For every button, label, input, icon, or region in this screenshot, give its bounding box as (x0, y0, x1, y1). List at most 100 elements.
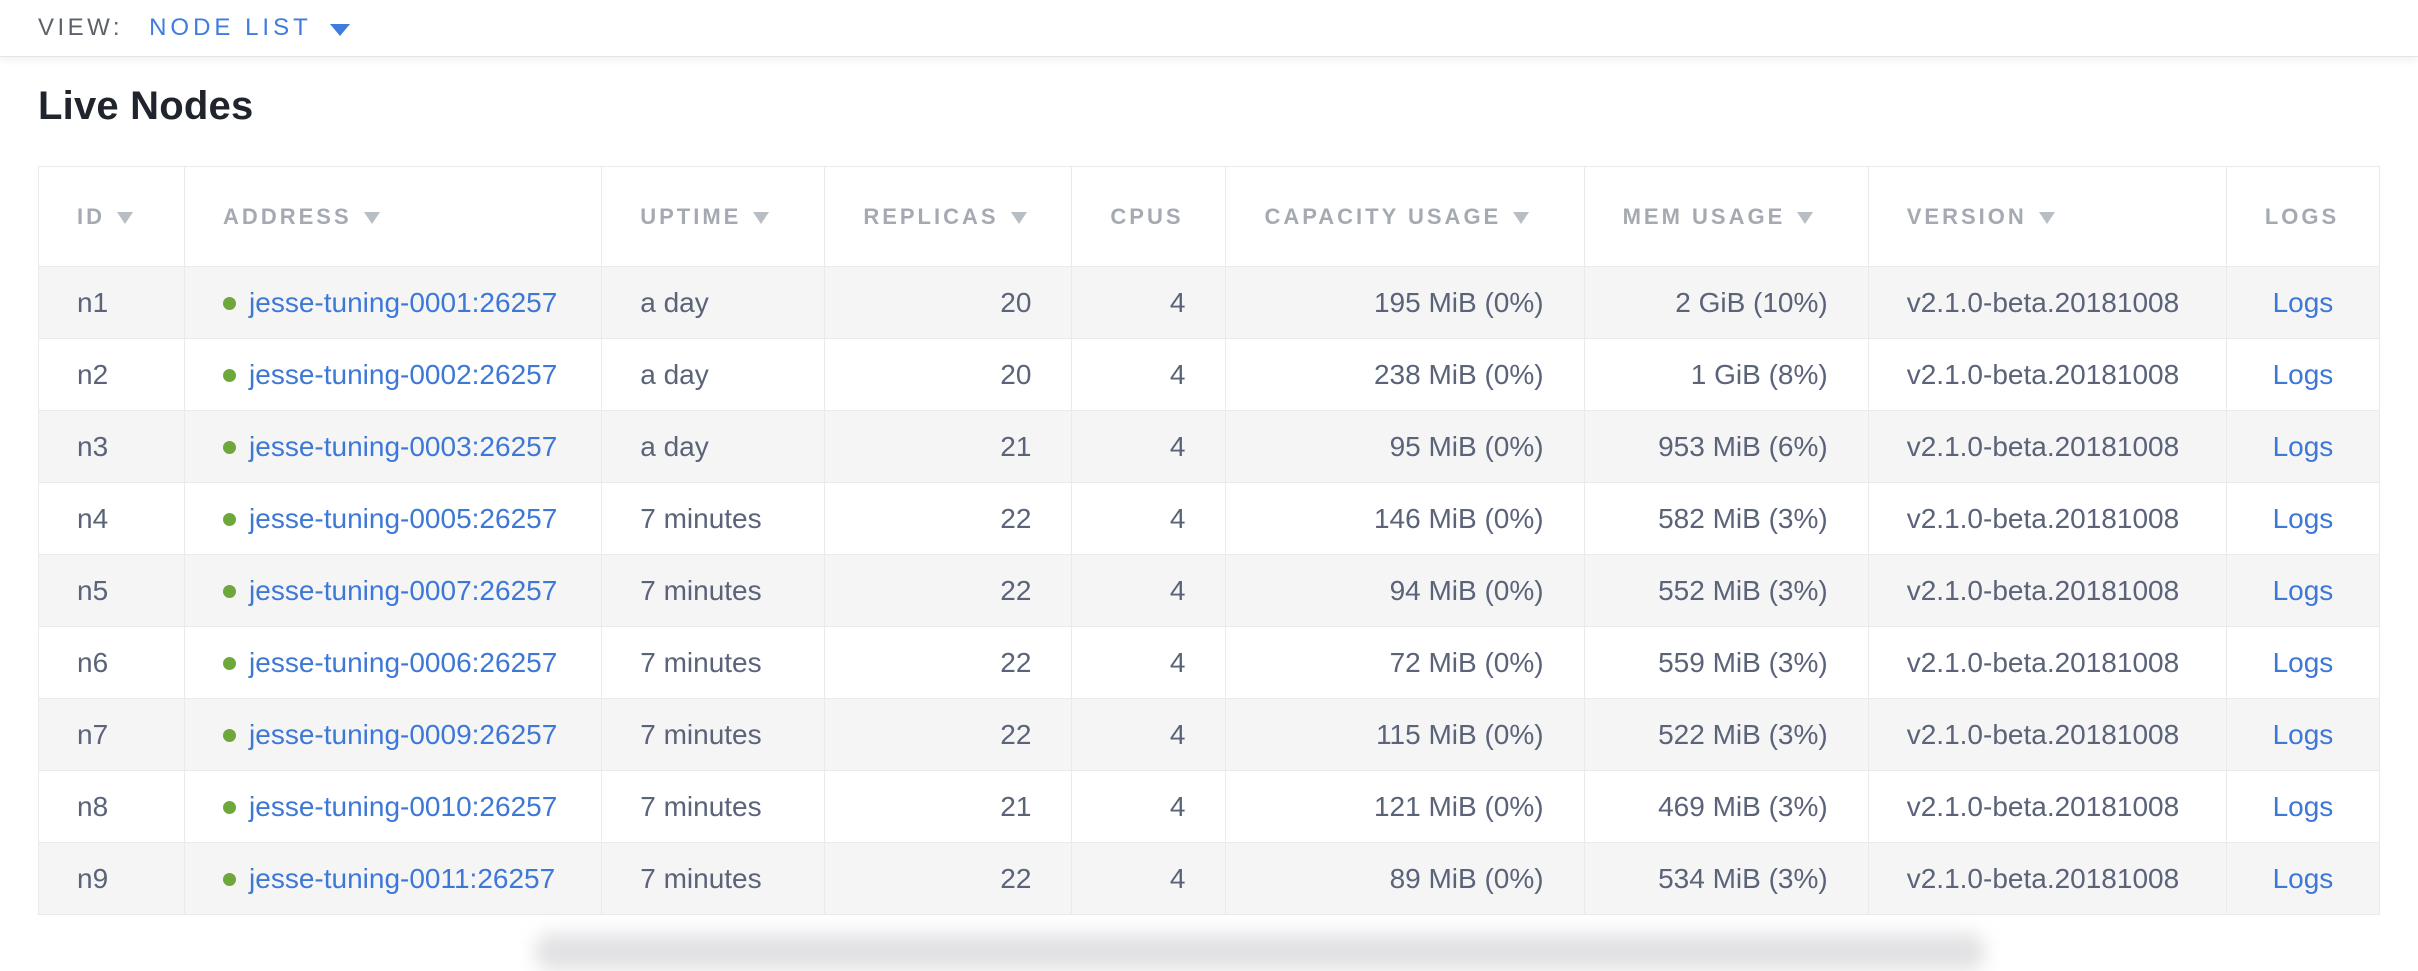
cell-logs: Logs (2225, 266, 2381, 339)
cell-capacity_usage: 121 MiB (0%) (1225, 770, 1585, 843)
cell-version: v2.1.0-beta.20181008 (1867, 482, 2227, 555)
column-header-capacity_usage[interactable]: CAPACITY USAGE (1225, 166, 1585, 267)
cell-version: v2.1.0-beta.20181008 (1867, 698, 2227, 771)
cell-address: jesse-tuning-0007:26257 (184, 554, 603, 627)
logs-link[interactable]: Logs (2272, 358, 2334, 390)
table-row: n2 jesse-tuning-0002:26257 a day 20 4 238 MiB… (37, 338, 2381, 411)
cell-value: a day (640, 286, 709, 318)
cell-value: v2.1.0-beta.20181008 (1906, 430, 2180, 462)
node-live-status-icon (223, 584, 237, 598)
cell-uptime: a day (601, 410, 826, 483)
cell-replicas: 20 (824, 266, 1073, 339)
logs-link[interactable]: Logs (2272, 862, 2334, 894)
node-address-link[interactable]: jesse-tuning-0001:26257 (249, 286, 558, 318)
cell-value: 21 (1000, 790, 1032, 822)
cell-mem_usage: 534 MiB (3%) (1583, 842, 1869, 915)
logs-link[interactable]: Logs (2272, 718, 2334, 750)
column-header-mem_usage[interactable]: MEM USAGE (1583, 166, 1869, 267)
sort-desc-icon (117, 211, 133, 224)
cell-value: 146 MiB (0%) (1373, 502, 1544, 534)
cell-mem_usage: 582 MiB (3%) (1583, 482, 1869, 555)
cell-value: 953 MiB (6%) (1658, 430, 1828, 462)
node-address-link[interactable]: jesse-tuning-0006:26257 (249, 646, 558, 678)
cell-value: 89 MiB (0%) (1389, 862, 1544, 894)
cell-cpus: 4 (1071, 554, 1227, 627)
cell-value: 4 (1169, 790, 1186, 822)
logs-link[interactable]: Logs (2272, 502, 2334, 534)
cell-value: 238 MiB (0%) (1373, 358, 1544, 390)
column-header-label: UPTIME (640, 203, 742, 229)
cell-id: n6 (37, 626, 186, 699)
column-header-replicas[interactable]: REPLICAS (824, 166, 1073, 267)
cell-replicas: 22 (824, 482, 1073, 555)
cell-value: n3 (77, 430, 109, 462)
cell-replicas: 22 (824, 842, 1073, 915)
cell-value: 4 (1169, 574, 1186, 606)
cell-value: n1 (77, 286, 109, 318)
cell-value: v2.1.0-beta.20181008 (1906, 646, 2180, 678)
node-address-link[interactable]: jesse-tuning-0002:26257 (249, 358, 558, 390)
view-selector-dropdown[interactable]: NODE LIST (149, 14, 350, 42)
cell-value: 7 minutes (640, 574, 762, 606)
cell-cpus: 4 (1071, 770, 1227, 843)
node-address-link[interactable]: jesse-tuning-0007:26257 (249, 574, 558, 606)
cell-id: n7 (37, 698, 186, 771)
table-row: n4 jesse-tuning-0005:26257 7 minutes 22 4 146… (37, 482, 2381, 555)
cell-replicas: 22 (824, 698, 1073, 771)
logs-link[interactable]: Logs (2272, 790, 2334, 822)
node-address-link[interactable]: jesse-tuning-0009:26257 (249, 718, 558, 750)
cell-version: v2.1.0-beta.20181008 (1867, 554, 2227, 627)
cell-mem_usage: 2 GiB (10%) (1583, 266, 1869, 339)
cell-capacity_usage: 115 MiB (0%) (1225, 698, 1585, 771)
logs-link[interactable]: Logs (2272, 286, 2334, 318)
cell-value: a day (640, 430, 709, 462)
cell-capacity_usage: 195 MiB (0%) (1225, 266, 1585, 339)
cell-uptime: 7 minutes (601, 482, 826, 555)
view-label: VIEW: (38, 14, 124, 41)
logs-link[interactable]: Logs (2272, 574, 2334, 606)
column-header-label: VERSION (1906, 203, 2027, 229)
cell-value: 4 (1169, 718, 1186, 750)
node-address-link[interactable]: jesse-tuning-0003:26257 (249, 430, 558, 462)
cell-id: n9 (37, 842, 186, 915)
cell-value: n6 (77, 646, 109, 678)
node-live-status-icon (223, 368, 237, 382)
logs-link[interactable]: Logs (2272, 646, 2334, 678)
column-header-cpus: CPUS (1071, 166, 1227, 267)
cell-mem_usage: 469 MiB (3%) (1583, 770, 1869, 843)
cell-value: v2.1.0-beta.20181008 (1906, 790, 2180, 822)
cell-mem_usage: 559 MiB (3%) (1583, 626, 1869, 699)
cell-value: 7 minutes (640, 646, 762, 678)
cell-mem_usage: 552 MiB (3%) (1583, 554, 1869, 627)
node-address-link[interactable]: jesse-tuning-0011:26257 (249, 862, 556, 894)
column-header-uptime[interactable]: UPTIME (601, 166, 826, 267)
cell-mem_usage: 1 GiB (8%) (1583, 338, 1869, 411)
cell-value: 22 (1000, 646, 1032, 678)
node-live-status-icon (223, 872, 237, 886)
cell-address: jesse-tuning-0003:26257 (184, 410, 603, 483)
logs-link[interactable]: Logs (2272, 430, 2334, 462)
table-row: n5 jesse-tuning-0007:26257 7 minutes 22 4 94 … (37, 554, 2381, 627)
table-row: n9 jesse-tuning-0011:26257 7 minutes 22 4 89 … (37, 842, 2381, 915)
cell-cpus: 4 (1071, 482, 1227, 555)
cell-value: n9 (77, 862, 109, 894)
view-selected-value: NODE LIST (149, 14, 312, 41)
table-row: n8 jesse-tuning-0010:26257 7 minutes 21 4 121… (37, 770, 2381, 843)
node-address-link[interactable]: jesse-tuning-0010:26257 (249, 790, 558, 822)
cell-version: v2.1.0-beta.20181008 (1867, 410, 2227, 483)
cell-cpus: 4 (1071, 338, 1227, 411)
cell-value: 7 minutes (640, 718, 762, 750)
cell-value: 4 (1169, 862, 1186, 894)
cell-value: 559 MiB (3%) (1658, 646, 1828, 678)
live-nodes-table: ID ADDRESS UPTIME REPLICAS CPUS CAPACITY USAG… (37, 166, 2381, 915)
cell-value: 534 MiB (3%) (1658, 862, 1828, 894)
cell-value: n5 (77, 574, 109, 606)
cell-value: v2.1.0-beta.20181008 (1906, 862, 2180, 894)
cell-replicas: 21 (824, 770, 1073, 843)
node-address-link[interactable]: jesse-tuning-0005:26257 (249, 502, 558, 534)
column-header-address[interactable]: ADDRESS (184, 166, 603, 267)
sort-desc-icon (2038, 211, 2055, 224)
cell-logs: Logs (2225, 842, 2381, 915)
column-header-version[interactable]: VERSION (1867, 166, 2227, 267)
column-header-id[interactable]: ID (37, 166, 186, 267)
